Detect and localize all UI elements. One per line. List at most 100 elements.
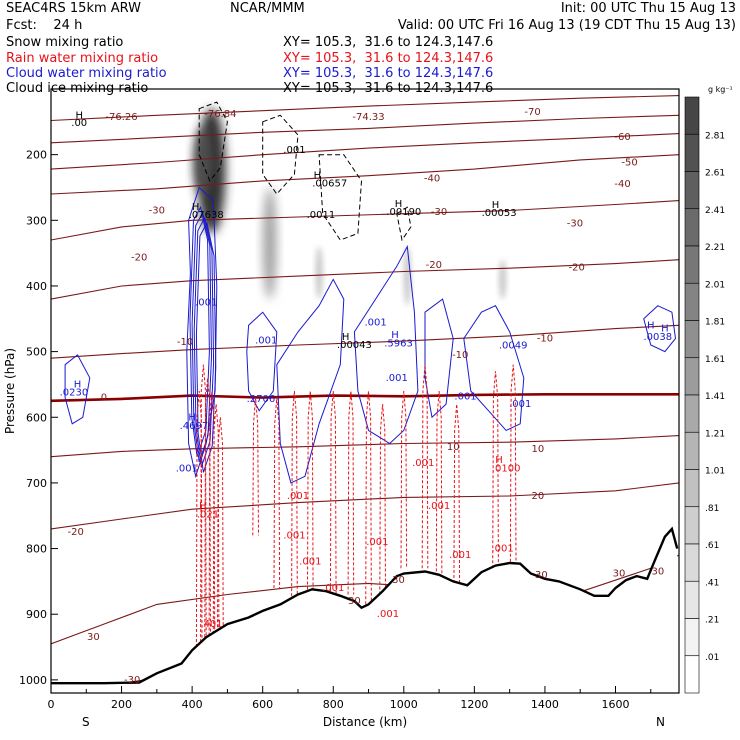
rain-contour-6 xyxy=(252,397,259,536)
colorbar-label-14: .01 xyxy=(705,653,719,663)
valid-time: Valid: 00 UTC Fri 16 Aug 13 (19 CDT Thu … xyxy=(397,18,736,33)
field-name-rain: Rain water mixing ratio xyxy=(6,51,159,66)
isotherm-label-7: -20 xyxy=(68,527,84,538)
snow-shading-blob-3 xyxy=(315,246,323,300)
terrain-line xyxy=(51,526,679,685)
isotherm-label-16: -20 xyxy=(426,260,442,271)
isotherm-label-10: 10 xyxy=(532,444,545,455)
rain-contour-8 xyxy=(291,390,298,602)
rain-contour-7 xyxy=(273,397,281,589)
field-label-8: H xyxy=(395,199,403,210)
field-label-7: .0011 xyxy=(307,210,336,221)
colorbar-swatch-14 xyxy=(684,618,700,657)
colorbar-label-4: 2.01 xyxy=(705,280,725,290)
field-label-10: H xyxy=(492,200,500,211)
colorbar-swatch-2 xyxy=(684,171,700,210)
colorbar-label-0: 2.81 xyxy=(705,131,725,141)
field-label-29: H xyxy=(661,324,669,335)
point-labels: H.00H.07638.001H.00657.0011H.00190H.0005… xyxy=(60,110,673,630)
isotherm-label-8: 20 xyxy=(532,491,545,502)
field-label-27: .4697 xyxy=(180,421,209,432)
cloud-ice-contour-2 xyxy=(318,154,363,241)
cloud-ice-contour-0 xyxy=(198,101,228,182)
field-label-43: .0100 xyxy=(492,463,521,474)
field-label-13: .00043 xyxy=(337,340,372,351)
rain-contour-0 xyxy=(195,390,203,648)
north-end-label: N xyxy=(656,715,665,729)
field-label-38: .001 xyxy=(412,458,434,469)
field-label-36: .001 xyxy=(366,537,388,548)
temperature-contours xyxy=(51,95,679,686)
colorbar-label-9: 1.01 xyxy=(705,467,725,477)
field-label-32: .001 xyxy=(287,491,309,502)
cloud-water-contour-1 xyxy=(246,311,278,412)
field-label-6: .00657 xyxy=(312,179,347,190)
field-xy-cloud-water: XY= 105.3, 31.6 to 124.3,147.6 xyxy=(283,66,494,81)
isotherm-label-18: -30 xyxy=(149,205,165,216)
isotherm-label-14: -10 xyxy=(537,333,553,344)
field-label-21: .5963 xyxy=(384,339,413,350)
y-tick-label-6: 800 xyxy=(26,543,47,556)
snow-shading-blob-1 xyxy=(193,128,212,195)
rain-contour-18 xyxy=(492,371,499,569)
y-tick-label-0: 200 xyxy=(26,149,47,162)
colorbar-swatch-7 xyxy=(684,357,700,396)
isotherm-3 xyxy=(51,435,679,458)
colorbar-swatch-9 xyxy=(684,431,700,470)
y-tick-label-5: 700 xyxy=(26,477,47,490)
rain-contour-11 xyxy=(347,390,355,595)
rain-contour-5 xyxy=(217,417,224,628)
colorbar-label-7: 1.41 xyxy=(705,392,725,402)
snow-shading-layer xyxy=(193,108,507,306)
isotherm-4 xyxy=(51,393,679,403)
field-label-19: .001 xyxy=(364,318,386,329)
field-label-25: .001 xyxy=(509,399,531,410)
field-label-28: .001 xyxy=(176,463,198,474)
isotherm-label-20: -30 xyxy=(567,219,583,230)
colorbar-label-11: .61 xyxy=(705,541,719,551)
rain-contour-4 xyxy=(212,404,220,634)
x-tick-label-4: 800 xyxy=(323,698,344,711)
y-axis-label: Pressure (hPa) xyxy=(3,348,17,434)
colorbar-swatch-13 xyxy=(684,580,700,619)
isotherm-label-5: 30 xyxy=(651,567,664,578)
field-label-40: .001 xyxy=(449,550,471,561)
colorbar-swatch-1 xyxy=(684,133,700,172)
field-label-31: H xyxy=(647,320,655,331)
isotherm-1 xyxy=(51,554,679,645)
field-name-snow: Snow mixing ratio xyxy=(6,35,124,50)
x-tick-label-1: 200 xyxy=(111,698,132,711)
colorbar-label-2: 2.41 xyxy=(705,206,725,216)
cloud-water-contour-4 xyxy=(424,298,454,419)
field-label-3: .07638 xyxy=(189,210,224,221)
colorbar-label-3: 2.21 xyxy=(705,243,725,253)
rain-contour-14 xyxy=(400,390,408,569)
isotherm-label-24: -60 xyxy=(614,132,630,143)
forecast-hour: Fcst: 24 h xyxy=(6,18,83,33)
y-tick-label-4: 600 xyxy=(26,411,47,424)
terrain-layer xyxy=(51,526,679,693)
rain-contour-19 xyxy=(509,364,517,562)
hydrometeor-contours xyxy=(64,101,677,648)
field-label-41: .001 xyxy=(491,544,513,555)
y-axis: 200 300 400 500 600 700 800 900 1000 xyxy=(19,149,58,687)
plot-frame xyxy=(50,88,680,694)
y-tick-label-8: 1000 xyxy=(19,674,47,687)
field-label-16: .001 xyxy=(195,297,217,308)
org-label: NCAR/MMM xyxy=(230,1,305,16)
isotherm-label-11: 0 xyxy=(101,393,107,404)
model-title: SEAC4RS 15km ARW xyxy=(6,1,142,16)
field-label-22: .001 xyxy=(386,373,408,384)
isotherm-label-9: 10 xyxy=(447,442,460,453)
y-tick-label-3: 500 xyxy=(26,346,47,359)
field-label-42: H xyxy=(495,455,503,466)
field-label-46: .401 xyxy=(200,619,222,630)
field-label-37: .001 xyxy=(377,609,399,620)
x-axis-label: Distance (km) xyxy=(323,715,407,729)
cloud-ice-contour-3 xyxy=(396,206,412,242)
colorbar-label-12: .41 xyxy=(705,578,719,588)
x-tick-label-0: 0 xyxy=(48,698,55,711)
isotherm-label-22: -40 xyxy=(614,179,630,190)
rain-contour-17 xyxy=(453,404,461,589)
colorbar-swatch-0 xyxy=(684,96,700,135)
